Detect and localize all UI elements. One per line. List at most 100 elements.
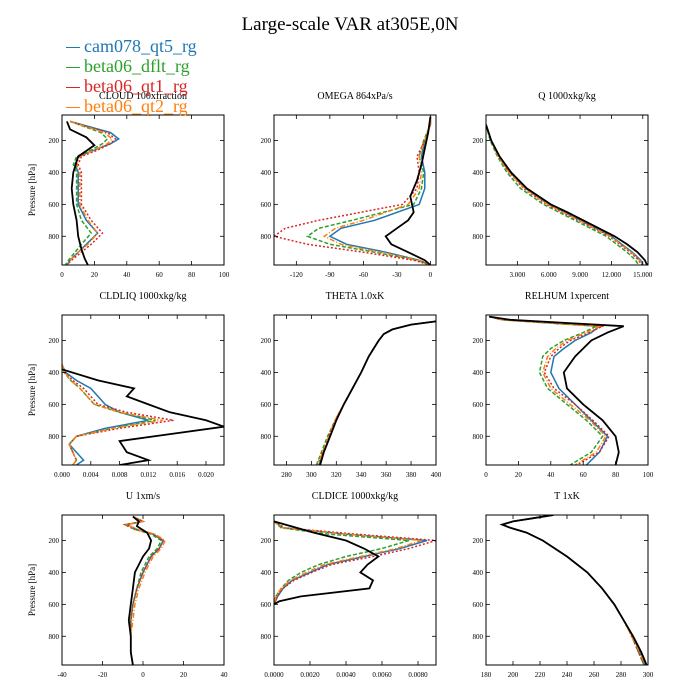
panel-0-ytick-label-3: 800 [49, 233, 60, 241]
panel-frame-0 [61, 114, 225, 266]
panel-2: Q 1000xkg/kg 3.000 6.000 9.000 12.000 15.000 2… [473, 91, 653, 279]
panel-8-series-0 [499, 515, 646, 665]
panel-0-xtick-label-1: 20 [91, 271, 99, 279]
panel-7-xtick-label-2: 0.0040 [336, 671, 356, 679]
panel-8-series-4 [499, 515, 648, 665]
panel-8-xtick-label-0: 180 [481, 671, 492, 679]
panel-1-series-1 [305, 116, 432, 265]
panel-title-8: T 1xK [554, 491, 580, 502]
panel-5-ytick-label-1: 400 [473, 369, 484, 377]
panel-0-ytick-label-1: 400 [49, 169, 60, 177]
panel-8: T 1xK 180 200 220 240 260 280 300 200 400 600 800 [473, 491, 654, 679]
legend-label-3: beta06_qt2_rg [84, 96, 188, 116]
panel-8-ytick-label-2: 600 [473, 601, 484, 609]
panel-6-ytick-label-2: 600 [49, 601, 60, 609]
panel-2-xtick-label-2: 9.000 [572, 271, 588, 279]
panel-5-series-2 [489, 315, 611, 465]
panel-5-xtick-label-2: 40 [547, 471, 555, 479]
panel-7-xtick-label-1: 0.0020 [300, 671, 320, 679]
panel-5-xtick-label-5: 100 [643, 471, 654, 479]
panel-2-series-1 [486, 124, 640, 265]
panel-0-series-4 [66, 121, 96, 265]
panel-0-xtick-label-3: 60 [156, 271, 164, 279]
panel-2-ytick-label-1: 400 [473, 169, 484, 177]
panel-4: THETA 1.0xK 280 300 320 340 360 380 400 200 400 60… [261, 291, 442, 479]
panel-title-5: RELHUM 1xpercent [525, 291, 609, 302]
panel-8-series-1 [499, 515, 645, 665]
panel-title-3: CLDLIQ 1000xkg/kg [100, 291, 187, 302]
panel-1-xtick-label-1: -90 [325, 271, 335, 279]
legend-label-0: cam078_qt5_rg [84, 36, 197, 56]
panel-6-series-3 [124, 515, 167, 665]
panel-frame-1 [273, 114, 437, 266]
panel-3-ytick-label-3: 800 [49, 433, 60, 441]
panel-6-xtick-label-4: 40 [221, 671, 229, 679]
panel-2-ytick-label-2: 600 [473, 201, 484, 209]
panel-1-xtick-label-2: -60 [359, 271, 369, 279]
panel-frame-6 [61, 514, 225, 666]
panel-ylabel-6: Pressure [hPa] [27, 564, 37, 616]
panel-4-ytick-label-2: 600 [261, 401, 272, 409]
panel-0-xtick-label-2: 40 [123, 271, 131, 279]
panel-3-ytick-label-0: 200 [49, 337, 60, 345]
panel-3-series-2 [62, 364, 174, 465]
panel-8-xtick-label-4: 260 [589, 671, 600, 679]
panel-6-series-4 [127, 515, 153, 665]
panel-0-ytick-label-2: 600 [49, 201, 60, 209]
panel-7-ytick-label-2: 600 [261, 601, 272, 609]
panel-5-series-1 [489, 315, 604, 465]
panel-7-ytick-label-0: 200 [261, 537, 272, 545]
panel-0-ytick-label-0: 200 [49, 137, 60, 145]
panel-8-xtick-label-3: 240 [562, 671, 573, 679]
legend-swatch-2 [66, 87, 80, 89]
panel-6-xtick-label-1: -20 [98, 671, 108, 679]
panel-2-xtick-label-1: 6.000 [541, 271, 557, 279]
panel-5-xtick-label-0: 0 [484, 471, 488, 479]
panel-1-ytick-label-0: 200 [261, 137, 272, 145]
panel-7-series-2 [274, 520, 436, 605]
panel-2-xtick-label-0: 3.000 [509, 271, 525, 279]
panel-8-xtick-label-6: 300 [643, 671, 654, 679]
panel-frame-5 [485, 314, 649, 466]
legend-swatch-1 [66, 67, 80, 69]
panel-5-series-3 [489, 315, 607, 465]
panel-title-6: U 1xm/s [126, 491, 160, 502]
panel-0-series-1 [64, 120, 109, 265]
panel-3-series-3 [62, 364, 163, 465]
panel-title-7: CLDICE 1000xkg/kg [312, 491, 398, 502]
panel-4-xtick-label-6: 400 [431, 471, 442, 479]
panel-8-ytick-label-0: 200 [473, 537, 484, 545]
panel-6-xtick-label-2: 0 [141, 671, 145, 679]
panel-5: RELHUM 1xpercent 0 20 40 60 80 100 200 400 600 800 [473, 291, 654, 479]
legend-swatch-0 [66, 47, 80, 49]
panel-1-xtick-label-4: 0 [429, 271, 433, 279]
panel-ylabel-3: Pressure [hPa] [27, 364, 37, 416]
panel-4-xtick-label-2: 320 [331, 471, 342, 479]
panel-7-xtick-label-0: 0.0000 [264, 671, 284, 679]
panel-5-ytick-label-3: 800 [473, 433, 484, 441]
panel-0-series-2 [66, 120, 117, 265]
panel-2-series-2 [486, 124, 643, 265]
panel-frame-4 [273, 314, 437, 466]
legend-item-2: beta06_qt1_rg [66, 76, 197, 96]
panel-8-series-3 [499, 515, 646, 665]
panel-frame-2 [485, 114, 649, 266]
panel-4-ytick-label-3: 800 [261, 433, 272, 441]
panel-4-xtick-label-5: 380 [406, 471, 417, 479]
panel-4-ytick-label-1: 400 [261, 369, 272, 377]
panel-2-ytick-label-0: 200 [473, 137, 484, 145]
legend-item-1: beta06_dflt_rg [66, 56, 197, 76]
panel-ylabel-0: Pressure [hPa] [27, 164, 37, 216]
panel-6-series-2 [122, 515, 165, 665]
panel-7-series-0 [274, 520, 428, 605]
panel-2-series-4 [486, 124, 648, 265]
panel-3-xtick-label-2: 0.008 [112, 471, 128, 479]
panel-frame-3 [61, 314, 225, 466]
panel-0-xtick-label-5: 100 [219, 271, 230, 279]
panel-5-series-0 [489, 315, 609, 465]
panel-2-series-3 [486, 124, 644, 265]
panel-title-0: CLOUD 100xfraction [99, 91, 187, 102]
panel-3-series-0 [62, 364, 149, 465]
